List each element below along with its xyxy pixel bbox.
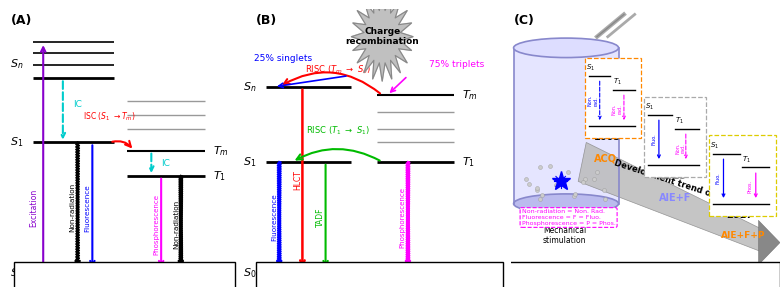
Point	[590, 170, 603, 175]
Point	[599, 197, 612, 202]
FancyArrowPatch shape	[284, 72, 380, 93]
Text: $S_1$: $S_1$	[646, 102, 654, 112]
FancyBboxPatch shape	[709, 136, 776, 216]
FancyBboxPatch shape	[509, 262, 780, 290]
Point	[597, 188, 610, 193]
Polygon shape	[513, 48, 619, 204]
Text: 1605: 1605	[594, 132, 622, 142]
Polygon shape	[351, 0, 413, 81]
Text: Charge
recombination: Charge recombination	[346, 27, 419, 46]
Text: Non.
rad.: Non. rad.	[675, 142, 686, 154]
Text: $S_0$: $S_0$	[243, 266, 256, 280]
Point	[519, 177, 532, 182]
FancyBboxPatch shape	[585, 57, 641, 138]
FancyArrowPatch shape	[296, 149, 380, 161]
Point	[562, 169, 574, 174]
Text: $T_1$: $T_1$	[675, 116, 684, 126]
Text: Non-radiation = Non. Rad.
Fluorescence = F = Fluo.
Phosphorescence = P = Phos.: Non-radiation = Non. Rad. Fluorescence =…	[522, 209, 615, 226]
Text: Fluo.: Fluo.	[715, 173, 721, 184]
Text: $T_1$: $T_1$	[743, 155, 751, 165]
Text: $T_1$: $T_1$	[213, 169, 225, 183]
Text: $T_m$: $T_m$	[462, 88, 478, 102]
Text: IC: IC	[161, 159, 170, 168]
Point	[587, 176, 600, 181]
Text: Mechanical
stimulation: Mechanical stimulation	[543, 226, 587, 245]
Text: $T_1$: $T_1$	[613, 77, 622, 87]
Text: Fluo.: Fluo.	[651, 134, 656, 145]
FancyBboxPatch shape	[14, 262, 235, 290]
Polygon shape	[578, 142, 767, 254]
FancyBboxPatch shape	[256, 262, 503, 290]
FancyArrowPatch shape	[112, 141, 131, 147]
Point	[580, 176, 592, 181]
Text: TADF: TADF	[316, 208, 325, 227]
Point	[544, 164, 556, 168]
Text: IC: IC	[73, 100, 82, 110]
Text: RISC ($T_m$ $\rightarrow$ $S_n$): RISC ($T_m$ $\rightarrow$ $S_n$)	[306, 63, 371, 76]
Text: Phosphorescence: Phosphorescence	[153, 194, 159, 255]
Text: AIE+F+P: AIE+F+P	[721, 231, 765, 240]
Text: Non.
rad.: Non. rad.	[612, 103, 622, 115]
Text: 2015: 2015	[659, 171, 686, 181]
Text: ISC ($S_1$ $\rightarrow$$T_m$): ISC ($S_1$ $\rightarrow$$T_m$)	[83, 110, 136, 123]
Text: Phosphorescence: Phosphorescence	[400, 187, 406, 248]
Ellipse shape	[513, 38, 619, 57]
Text: $S_1$: $S_1$	[243, 155, 256, 169]
Point	[549, 183, 562, 188]
Text: Photoluminescence (PL): Photoluminescence (PL)	[64, 271, 190, 281]
Text: $S_n$: $S_n$	[243, 80, 256, 94]
Point	[569, 191, 581, 196]
Text: $S_1$: $S_1$	[587, 63, 595, 73]
Text: $S_n$: $S_n$	[10, 58, 23, 71]
FancyBboxPatch shape	[644, 96, 706, 177]
Text: $S_1$: $S_1$	[710, 141, 719, 151]
Point	[531, 188, 544, 193]
Text: Fluorescence: Fluorescence	[271, 194, 277, 242]
Text: HLCT: HLCT	[292, 170, 302, 190]
Text: 25% singlets: 25% singlets	[254, 54, 312, 63]
Text: Non-radiation: Non-radiation	[173, 200, 179, 249]
Text: 2017: 2017	[726, 210, 753, 220]
Text: (B): (B)	[256, 15, 278, 28]
Point	[534, 196, 546, 201]
Text: Development trend of ML: Development trend of ML	[613, 158, 732, 204]
Text: $T_m$: $T_m$	[213, 144, 229, 158]
Text: $S_0$: $S_0$	[10, 266, 23, 280]
Text: RISC ($T_1$ $\rightarrow$ $S_1$): RISC ($T_1$ $\rightarrow$ $S_1$)	[307, 124, 370, 137]
Point	[536, 192, 548, 197]
Text: Non.
rad.: Non. rad.	[587, 95, 598, 106]
Text: Non-radiation: Non-radiation	[69, 183, 76, 232]
Text: 75% triplets: 75% triplets	[428, 60, 484, 69]
Text: Mechanoluminescence (ML): Mechanoluminescence (ML)	[573, 271, 718, 281]
Polygon shape	[758, 220, 780, 265]
Point	[523, 182, 535, 187]
Ellipse shape	[513, 194, 619, 213]
Text: (A): (A)	[11, 15, 33, 28]
Point	[531, 185, 544, 190]
Point	[534, 164, 546, 169]
Point	[568, 194, 580, 198]
Text: ACQ: ACQ	[594, 154, 617, 164]
Text: (C): (C)	[513, 15, 534, 28]
Text: Excitation: Excitation	[29, 189, 38, 227]
Text: Electroluminescence (EL): Electroluminescence (EL)	[316, 271, 448, 281]
Text: AIE+F: AIE+F	[659, 192, 691, 202]
Point	[577, 180, 590, 185]
Text: $S_1$: $S_1$	[10, 136, 23, 149]
Text: Fluorescence: Fluorescence	[84, 184, 90, 232]
Text: Phos.: Phos.	[748, 181, 753, 194]
Text: $T_1$: $T_1$	[462, 155, 475, 169]
